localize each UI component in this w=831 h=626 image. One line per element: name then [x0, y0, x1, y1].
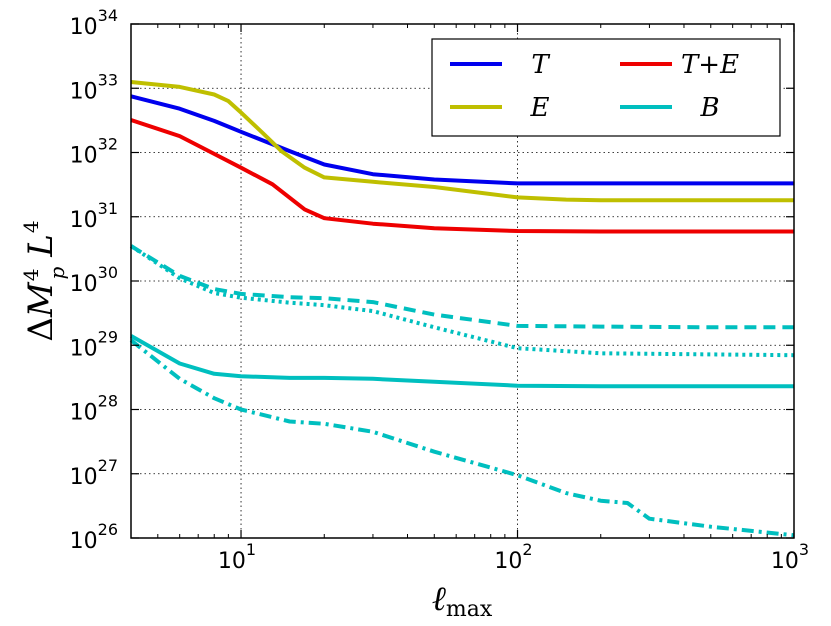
y-axis-label-M: M: [21, 281, 61, 318]
y-tick-label: 1026: [70, 520, 118, 554]
x-axis-label-sub: max: [446, 597, 493, 622]
y-tick-label: 1031: [70, 199, 118, 233]
x-tick-label: 103: [771, 540, 809, 574]
legend-label: E: [530, 93, 550, 123]
series-line-t-e: [130, 118, 794, 234]
y-tick-label: 1028: [70, 392, 118, 426]
series-line-b-dashed-: [129, 244, 794, 330]
series-line-b: [130, 334, 794, 389]
legend: TE T+E B: [431, 38, 781, 137]
series-line-b-dotted-: [129, 244, 795, 358]
y-axis-label: ΔM4 pL4: [19, 220, 69, 341]
x-axis-label-base: ℓ: [432, 579, 446, 619]
y-axis-label-M-sub: p: [45, 267, 69, 280]
series-line-t: [130, 94, 794, 186]
y-tick-label: 1030: [70, 263, 118, 297]
series-line-b-dash-dot-: [129, 338, 795, 538]
y-tick-label: 1032: [70, 135, 118, 169]
y-axis-label-L: L: [21, 234, 61, 258]
series-line-e: [130, 80, 794, 203]
series-lines: [129, 80, 795, 538]
y-axis-label-M-sup: 4: [19, 269, 43, 282]
legend-label: T+E: [681, 50, 739, 80]
y-axis-label-delta: Δ: [21, 317, 61, 342]
x-tick-label: 101: [218, 540, 256, 574]
y-tick-label: 1033: [70, 70, 118, 104]
legend-box: [431, 38, 781, 137]
tick-marks: [130, 23, 795, 539]
legend-label: B: [699, 93, 719, 123]
y-axis-label-L-sup: 4: [19, 220, 43, 233]
y-tick-label: 1034: [70, 6, 118, 40]
x-tick-label: 102: [494, 540, 532, 574]
y-tick-label: 1027: [70, 456, 118, 490]
y-tick-label: 1029: [70, 327, 118, 361]
tick-labels: 1026 1027 1028 1029 1030 1031 1032 1033 1034 101 1…: [70, 6, 809, 574]
x-axis-label: ℓmax: [432, 579, 493, 622]
legend-label: T: [531, 50, 550, 80]
